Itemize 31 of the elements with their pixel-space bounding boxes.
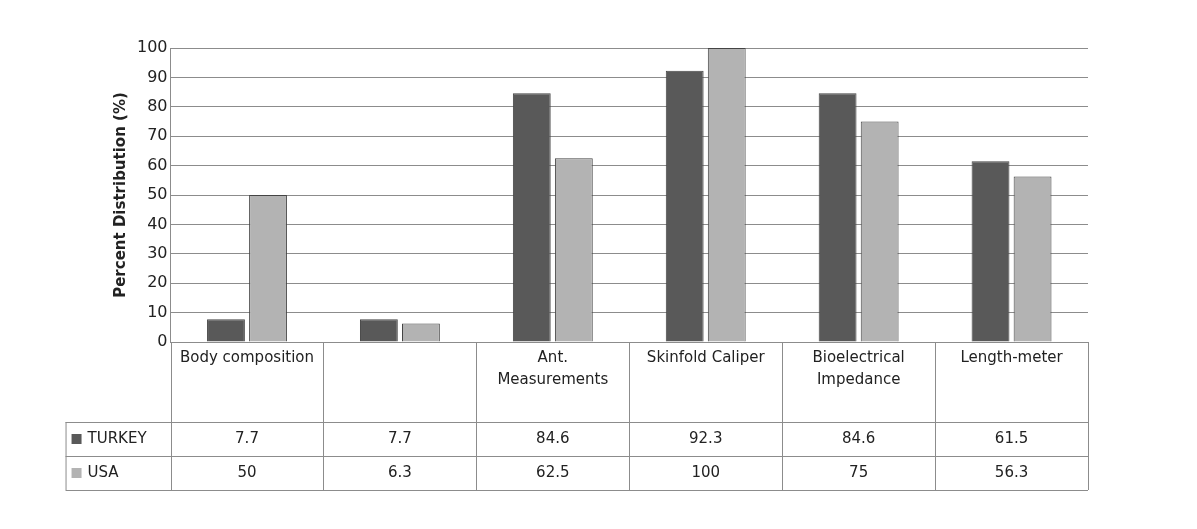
x-tick-label: Skinfold Caliper bbox=[646, 347, 766, 366]
x-tick-label: Body composition bbox=[179, 347, 315, 366]
y-tick-label: 30 bbox=[147, 242, 168, 262]
data-label: 7.7 bbox=[387, 428, 412, 447]
y-tick-label: 100 bbox=[136, 37, 168, 57]
legend-label: USA bbox=[87, 462, 120, 481]
y-tick-label: 80 bbox=[147, 95, 168, 115]
x-tick-label: Bioelectrical Impedance bbox=[812, 347, 905, 388]
data-label: 84.6 bbox=[536, 428, 570, 447]
y-tick-label: 40 bbox=[147, 213, 168, 233]
y-tick-label: 20 bbox=[147, 272, 168, 292]
data-label: 100 bbox=[691, 462, 721, 481]
x-tick-label: Length-meter bbox=[960, 347, 1064, 366]
y-tick-label: 70 bbox=[147, 125, 168, 145]
y-axis-title: Percent Distribution (%) bbox=[110, 92, 129, 298]
data-label: 7.7 bbox=[235, 428, 259, 447]
data-label: 50 bbox=[237, 462, 257, 481]
data-label: 61.5 bbox=[994, 428, 1029, 447]
data-label: 56.3 bbox=[994, 462, 1029, 481]
data-label: 6.3 bbox=[387, 462, 412, 481]
y-tick-label: 60 bbox=[147, 154, 168, 174]
y-tick-label: 50 bbox=[147, 184, 168, 204]
y-tick-label: 0 bbox=[157, 331, 168, 351]
data-label: 62.5 bbox=[536, 462, 570, 481]
data-label: 92.3 bbox=[689, 428, 723, 447]
data-label: 75 bbox=[849, 462, 869, 481]
y-tick-label: 90 bbox=[147, 66, 168, 86]
y-tick-label: 10 bbox=[147, 301, 168, 321]
data-label: 84.6 bbox=[841, 428, 876, 447]
x-tick-label: Ant. Measurements bbox=[497, 347, 609, 388]
legend-label: TURKEY bbox=[86, 428, 148, 447]
